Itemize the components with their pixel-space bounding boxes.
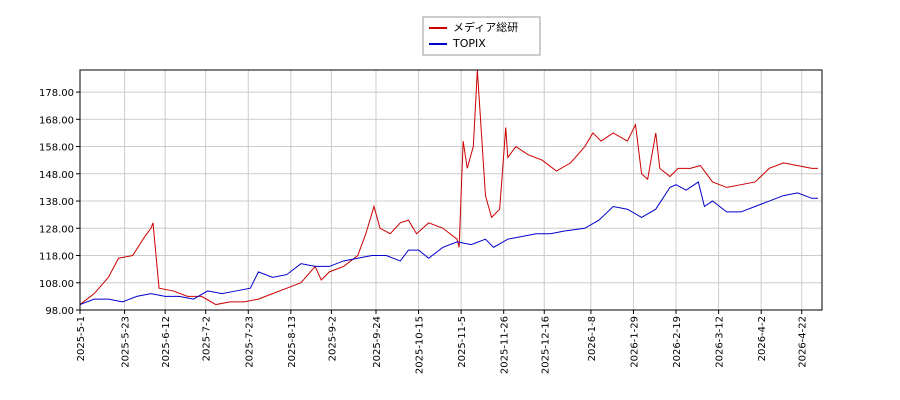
y-tick-label: 168.00	[39, 115, 74, 126]
legend-label: メディア総研	[453, 20, 518, 34]
x-tick-label: 2025-7-2	[202, 316, 213, 361]
y-tick-label: 138.00	[39, 197, 74, 208]
y-tick-label: 108.00	[39, 279, 74, 290]
x-tick-label: 2025-7-23	[244, 316, 255, 368]
y-tick-label: 158.00	[39, 143, 74, 154]
series-line	[79, 181, 818, 306]
x-tick-label: 2026-1-8	[587, 316, 598, 361]
x-tick-label: 2026-3-12	[715, 316, 726, 368]
x-tick-label: 2026-1-29	[629, 316, 640, 368]
y-tick-label: 128.00	[39, 224, 74, 235]
x-tick-label: 2025-6-12	[161, 316, 172, 368]
plot-frame	[79, 69, 823, 311]
series-line	[79, 70, 818, 306]
x-tick-label: 2025-5-23	[121, 316, 132, 368]
x-tick-label: 2026-2-19	[672, 316, 683, 368]
x-tick-label: 2025-9-2	[327, 316, 338, 361]
y-tick-label: 148.00	[39, 170, 74, 181]
x-tick-label: 2026-4-2	[757, 316, 768, 361]
x-tick-label: 2025-8-13	[287, 316, 298, 368]
x-tick-label: 2025-5-1	[76, 316, 87, 361]
legend-box	[422, 16, 541, 56]
x-tick-label: 2025-11-5	[457, 316, 468, 368]
x-tick-label: 2025-10-15	[415, 316, 426, 374]
y-tick-label: 118.00	[39, 252, 74, 263]
x-tick-label: 2025-11-26	[500, 316, 511, 374]
y-tick-label: 98.00	[45, 306, 74, 317]
legend-label: TOPIX	[452, 37, 486, 50]
x-tick-label: 2025-12-16	[540, 316, 551, 374]
y-tick-label: 178.00	[39, 88, 74, 99]
x-tick-label: 2025-9-24	[372, 316, 383, 368]
x-tick-label: 2026-4-22	[798, 316, 809, 368]
